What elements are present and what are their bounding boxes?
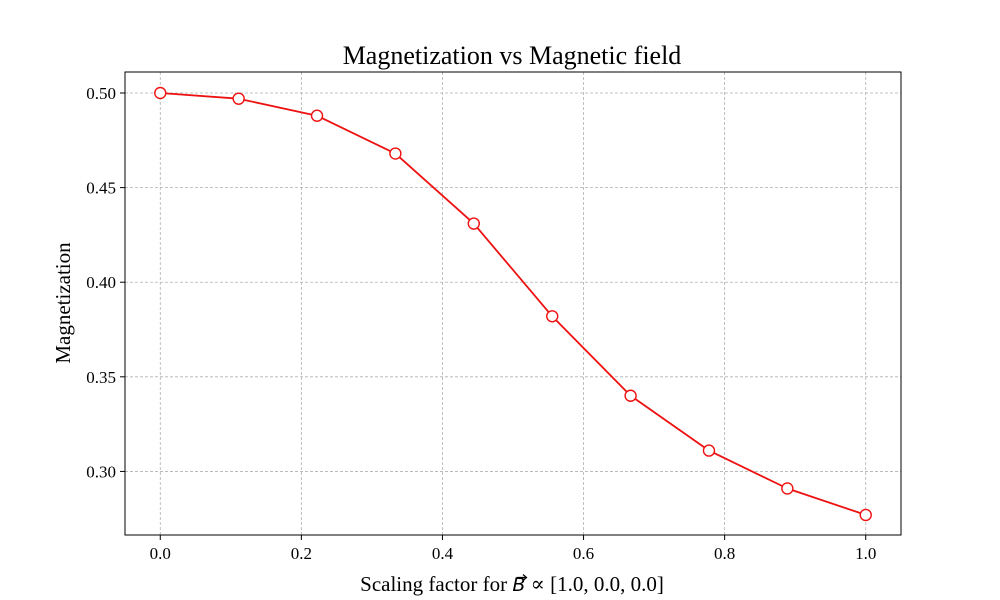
y-tick-label: 0.30	[86, 462, 116, 481]
x-axis-label-symbol: B	[512, 574, 525, 596]
y-axis-label: Magnetization	[51, 242, 75, 364]
x-tick-label: 1.0	[855, 544, 876, 563]
data-point	[232, 92, 245, 105]
chart-title: Magnetization vs Magnetic field	[343, 41, 682, 70]
y-tick-label: 0.50	[86, 84, 116, 103]
plot-frame	[124, 71, 902, 536]
series-line	[160, 92, 866, 516]
data-point	[859, 508, 872, 522]
y-tick-label: 0.45	[86, 179, 116, 198]
x-tick-label: 0.0	[150, 544, 171, 563]
y-tick-label: 0.35	[86, 368, 116, 387]
data-point	[154, 86, 167, 100]
x-axis-label-prefix: Scaling factor for	[360, 572, 512, 596]
data-point	[467, 217, 480, 230]
data-point	[310, 109, 324, 122]
x-tick-label: 0.6	[573, 544, 594, 563]
x-axis-label: Scaling factor for B ∝ [1.0, 0.0, 0.0]	[360, 572, 664, 596]
data-point	[546, 310, 559, 323]
x-axis-label-suffix: ∝ [1.0, 0.0, 0.0]	[525, 572, 663, 596]
axis-ticks: 0.0 0.2 0.4 0.6 0.8 1.0 0.30 0.35 0.40 0.45 0.50	[86, 84, 876, 563]
data-point	[702, 444, 716, 457]
data-point	[624, 389, 637, 402]
y-tick-label: 0.40	[86, 273, 116, 292]
grid-lines	[125, 72, 901, 535]
x-tick-label: 0.8	[714, 544, 735, 563]
x-tick-label: 0.4	[432, 544, 454, 563]
series-layer	[154, 86, 872, 522]
vector-arrow-icon	[516, 574, 528, 581]
x-tick-label: 0.2	[291, 544, 312, 563]
data-point	[389, 147, 402, 160]
data-point	[781, 482, 794, 495]
